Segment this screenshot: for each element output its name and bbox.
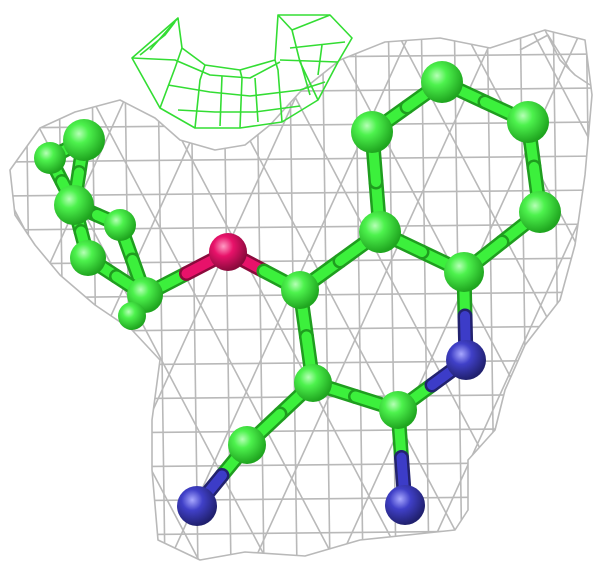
carbon-atom <box>507 101 549 143</box>
carbon-atom <box>294 364 332 402</box>
carbon-atom <box>379 391 417 429</box>
carbon-atom <box>104 209 136 241</box>
nitrogen-atom <box>385 485 425 525</box>
oxygen-atom <box>209 233 247 271</box>
carbon-atom <box>54 185 94 225</box>
carbon-atom <box>70 240 106 276</box>
carbon-atom <box>118 302 146 330</box>
nitrogen-atom <box>446 340 486 380</box>
carbon-atom <box>444 252 484 292</box>
carbon-atom <box>351 111 393 153</box>
carbon-atom <box>228 426 266 464</box>
nitrogen-atom <box>177 486 217 526</box>
difference-density-mesh <box>131 14 353 129</box>
carbon-atom <box>519 191 561 233</box>
carbon-atom <box>63 119 105 161</box>
carbon-atom <box>359 211 401 253</box>
carbon-atom <box>421 61 463 103</box>
carbon-atom <box>281 271 319 309</box>
carbon-atom <box>34 142 66 174</box>
molecule-atoms <box>34 61 561 526</box>
